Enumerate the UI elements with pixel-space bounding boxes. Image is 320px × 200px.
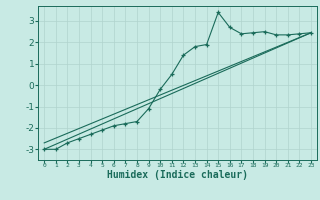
X-axis label: Humidex (Indice chaleur): Humidex (Indice chaleur): [107, 170, 248, 180]
